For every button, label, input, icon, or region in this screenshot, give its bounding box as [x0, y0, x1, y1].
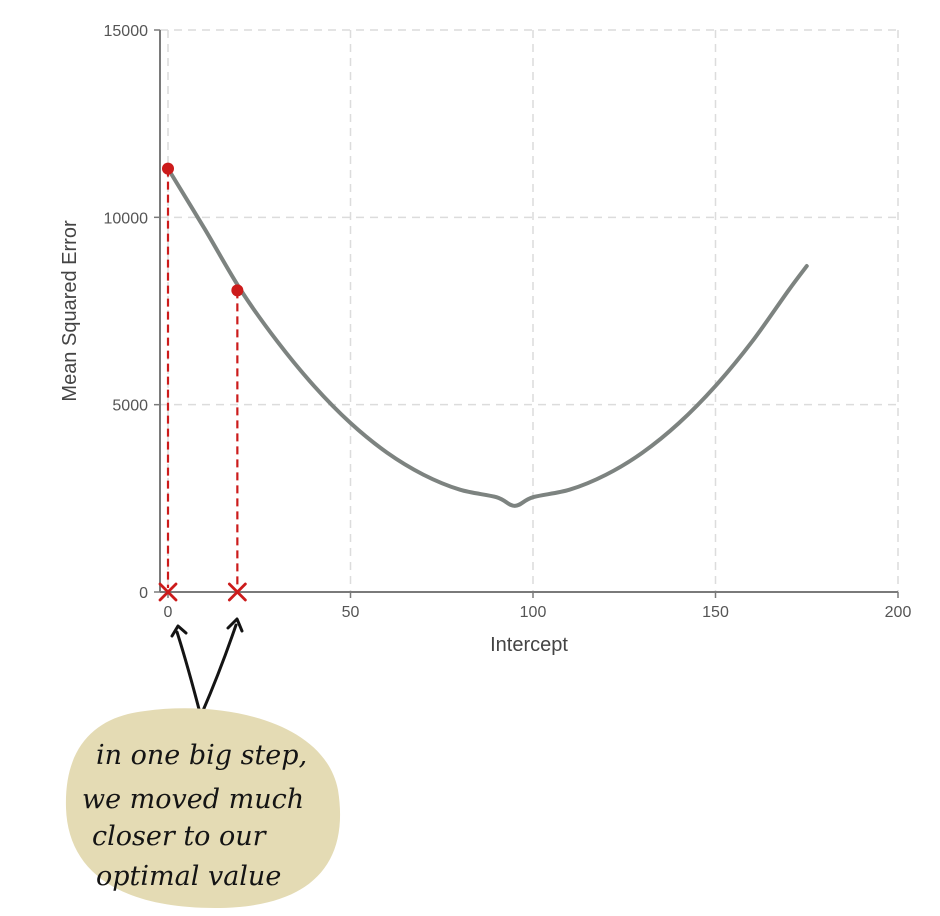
arrow-to-step-icon — [200, 623, 238, 715]
x-axis-title: Intercept — [490, 634, 568, 656]
tick-labels: 0 50 100 150 200 0 5000 10000 15000 — [104, 23, 912, 621]
grid-lines — [160, 29, 899, 593]
gradient-steps — [158, 162, 247, 602]
x-tick-label: 100 — [520, 604, 547, 621]
step-x-marker-icon — [227, 582, 247, 602]
x-tick-label: 0 — [164, 604, 173, 621]
y-tick-label: 10000 — [104, 210, 149, 227]
annotation-line-1: in one big step, — [96, 740, 307, 771]
y-tick-label: 5000 — [112, 398, 148, 415]
x-tick-label: 200 — [885, 604, 912, 621]
y-axis-title: Mean Squared Error — [59, 220, 81, 402]
arrowhead-start-icon — [170, 624, 188, 638]
annotation-bubble — [65, 708, 341, 908]
arrow-to-start-icon — [175, 630, 202, 715]
annotation-line-4: optimal value — [96, 861, 281, 892]
mse-curve — [166, 166, 809, 508]
x-tick-label: 50 — [342, 604, 360, 621]
arrowhead-step-icon — [226, 617, 244, 633]
y-tick-label: 15000 — [104, 23, 149, 40]
x-tick-label: 150 — [702, 604, 729, 621]
step-point — [162, 162, 174, 175]
y-tick-label: 0 — [139, 585, 148, 602]
annotation-line-3: closer to our — [92, 821, 268, 852]
step-point — [231, 284, 244, 297]
annotation-text: in one big step, we moved much closer to… — [82, 740, 307, 892]
annotation-arrows — [170, 617, 244, 715]
step-x-marker-icon — [158, 582, 178, 602]
annotation-line-2: we moved much — [82, 784, 304, 815]
axes — [159, 30, 898, 593]
